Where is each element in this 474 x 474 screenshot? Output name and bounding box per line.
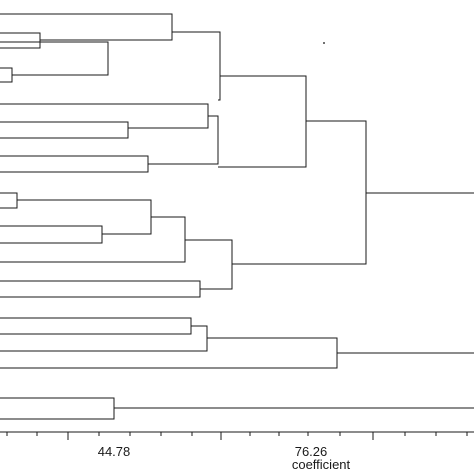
branch-leaf-pair-h (0, 317, 192, 335)
x-tick-label: 44.78 (98, 444, 131, 459)
branch-merge-h-leaf (0, 325, 208, 352)
branch-leaf-pair-i (0, 397, 115, 420)
branch-middle-cluster-root (232, 120, 367, 265)
branch-merge-b-leaf (0, 41, 109, 76)
branch-merge-fg (185, 239, 233, 290)
branch-top-cluster-root (218, 75, 307, 168)
branch-leaf-pair-e (0, 192, 18, 209)
branch-leaf-pair-d (0, 155, 149, 173)
branch-merge-lower (0, 337, 338, 369)
branch-merge-top (172, 31, 221, 101)
branch-merge-ab (0, 13, 173, 41)
x-axis: 44.78 76.26 coefficient (0, 431, 474, 472)
branch-leaf-pair-f (0, 225, 103, 244)
branch-merge-cd (148, 115, 219, 165)
branch-leaf-pair-b (0, 67, 13, 83)
branch-leaf-pair-g (0, 280, 201, 298)
branch-merge-ef-leaf (0, 216, 186, 263)
x-tick-label: 76.26 (295, 444, 328, 459)
stray-dot (323, 42, 325, 44)
x-axis-title: coefficient (292, 457, 351, 472)
branch-leaf-pair-a (0, 32, 41, 49)
branch-merge-c-leaf (0, 103, 209, 129)
dendrogram-branches (0, 13, 474, 420)
branch-merge-ef (17, 199, 152, 235)
branch-leaf-pair-c (0, 121, 129, 139)
